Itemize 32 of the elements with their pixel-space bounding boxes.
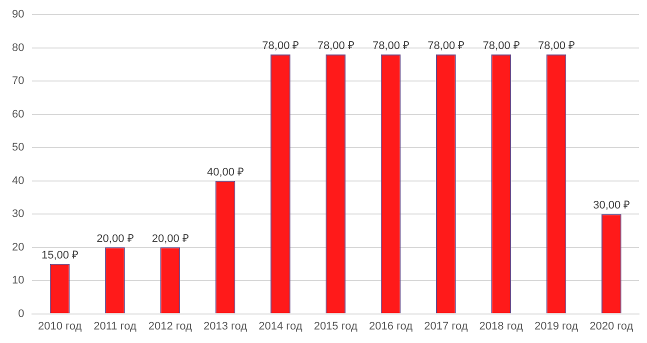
- x-tick-label: 2010 год: [38, 320, 82, 332]
- x-tick-label: 2017 год: [424, 320, 468, 332]
- data-label: 30,00 ₽: [593, 200, 630, 212]
- y-tick-label: 50: [12, 142, 24, 154]
- y-tick-label: 40: [12, 174, 24, 187]
- x-tick-label: 2011 год: [94, 320, 137, 332]
- x-tick-label: 2020 год: [590, 320, 634, 332]
- x-tick-label: 2014 год: [258, 320, 303, 332]
- y-tick-label: 90: [12, 8, 24, 21]
- data-label: 78,00 ₽: [538, 40, 575, 52]
- y-tick-label: 20: [12, 241, 24, 254]
- data-label: 20,00 ₽: [152, 232, 188, 245]
- data-label: 78,00 ₽: [482, 40, 520, 52]
- data-label: 78,00 ₽: [262, 40, 299, 52]
- y-tick-label: 0: [18, 308, 24, 320]
- y-tick-label: 60: [12, 108, 24, 120]
- x-tick-label: 2018 год: [479, 320, 524, 332]
- data-label: 40,00 ₽: [207, 166, 244, 178]
- data-label: 78,00 ₽: [428, 40, 464, 52]
- x-tick-label: 2013 год: [204, 320, 248, 332]
- x-tick-label: 2012 год: [148, 320, 193, 332]
- x-tick-label: 2019 год: [534, 320, 579, 332]
- data-label: 15,00 ₽: [42, 249, 78, 262]
- y-tick-label: 10: [12, 274, 24, 287]
- y-tick-label: 70: [12, 75, 24, 88]
- y-tick-label: 80: [12, 42, 24, 54]
- data-label: 78,00 ₽: [372, 40, 410, 52]
- x-tick-label: 2015 год: [314, 320, 358, 332]
- y-tick-label: 30: [12, 208, 24, 220]
- data-label: 20,00 ₽: [96, 232, 134, 245]
- data-label: 78,00 ₽: [317, 40, 354, 52]
- x-tick-label: 2016 год: [368, 320, 414, 332]
